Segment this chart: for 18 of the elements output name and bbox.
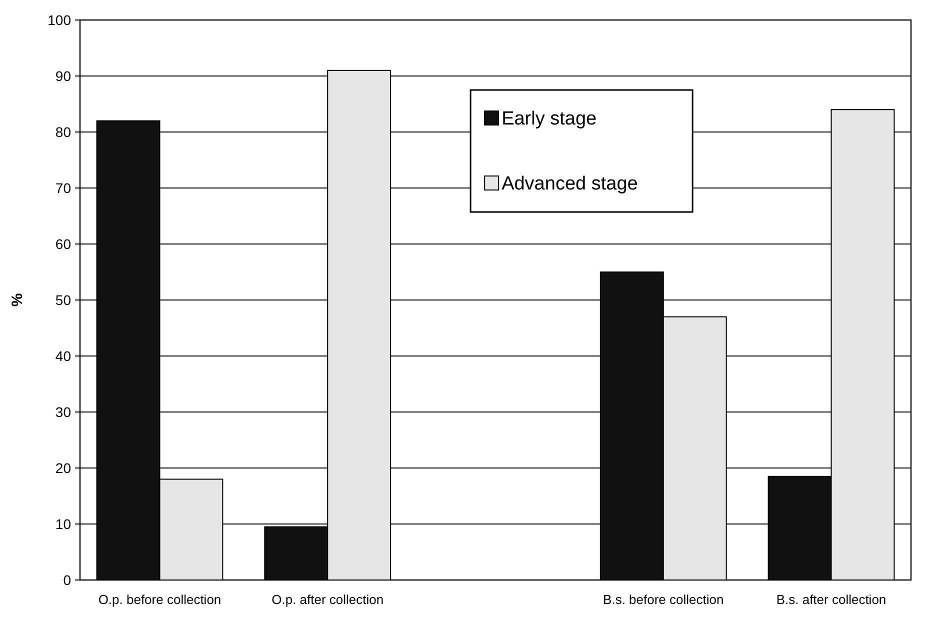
y-tick-label: 20 [55,460,72,476]
legend-label: Early stage [502,108,597,130]
y-tick-label: 30 [55,404,72,420]
y-tick-label: 80 [55,124,72,140]
y-tick-label: 40 [55,348,72,364]
y-tick-label: 0 [63,572,72,588]
y-tick-label: 70 [55,180,72,196]
y-tick-label: 50 [55,292,72,308]
y-tick-label: 10 [55,516,72,532]
x-tick-label: B.s. after collection [776,592,886,607]
legend-label: Advanced stage [502,174,638,195]
y-tick-label: 100 [48,12,72,28]
x-tick-label: B.s. before collection [603,592,724,607]
y-tick-label: 60 [55,236,72,252]
x-tick-label: O.p. after collection [272,592,384,607]
x-tick-label: O.p. before collection [98,592,222,607]
y-axis-title: % [9,293,26,307]
y-tick-label: 90 [55,68,72,84]
